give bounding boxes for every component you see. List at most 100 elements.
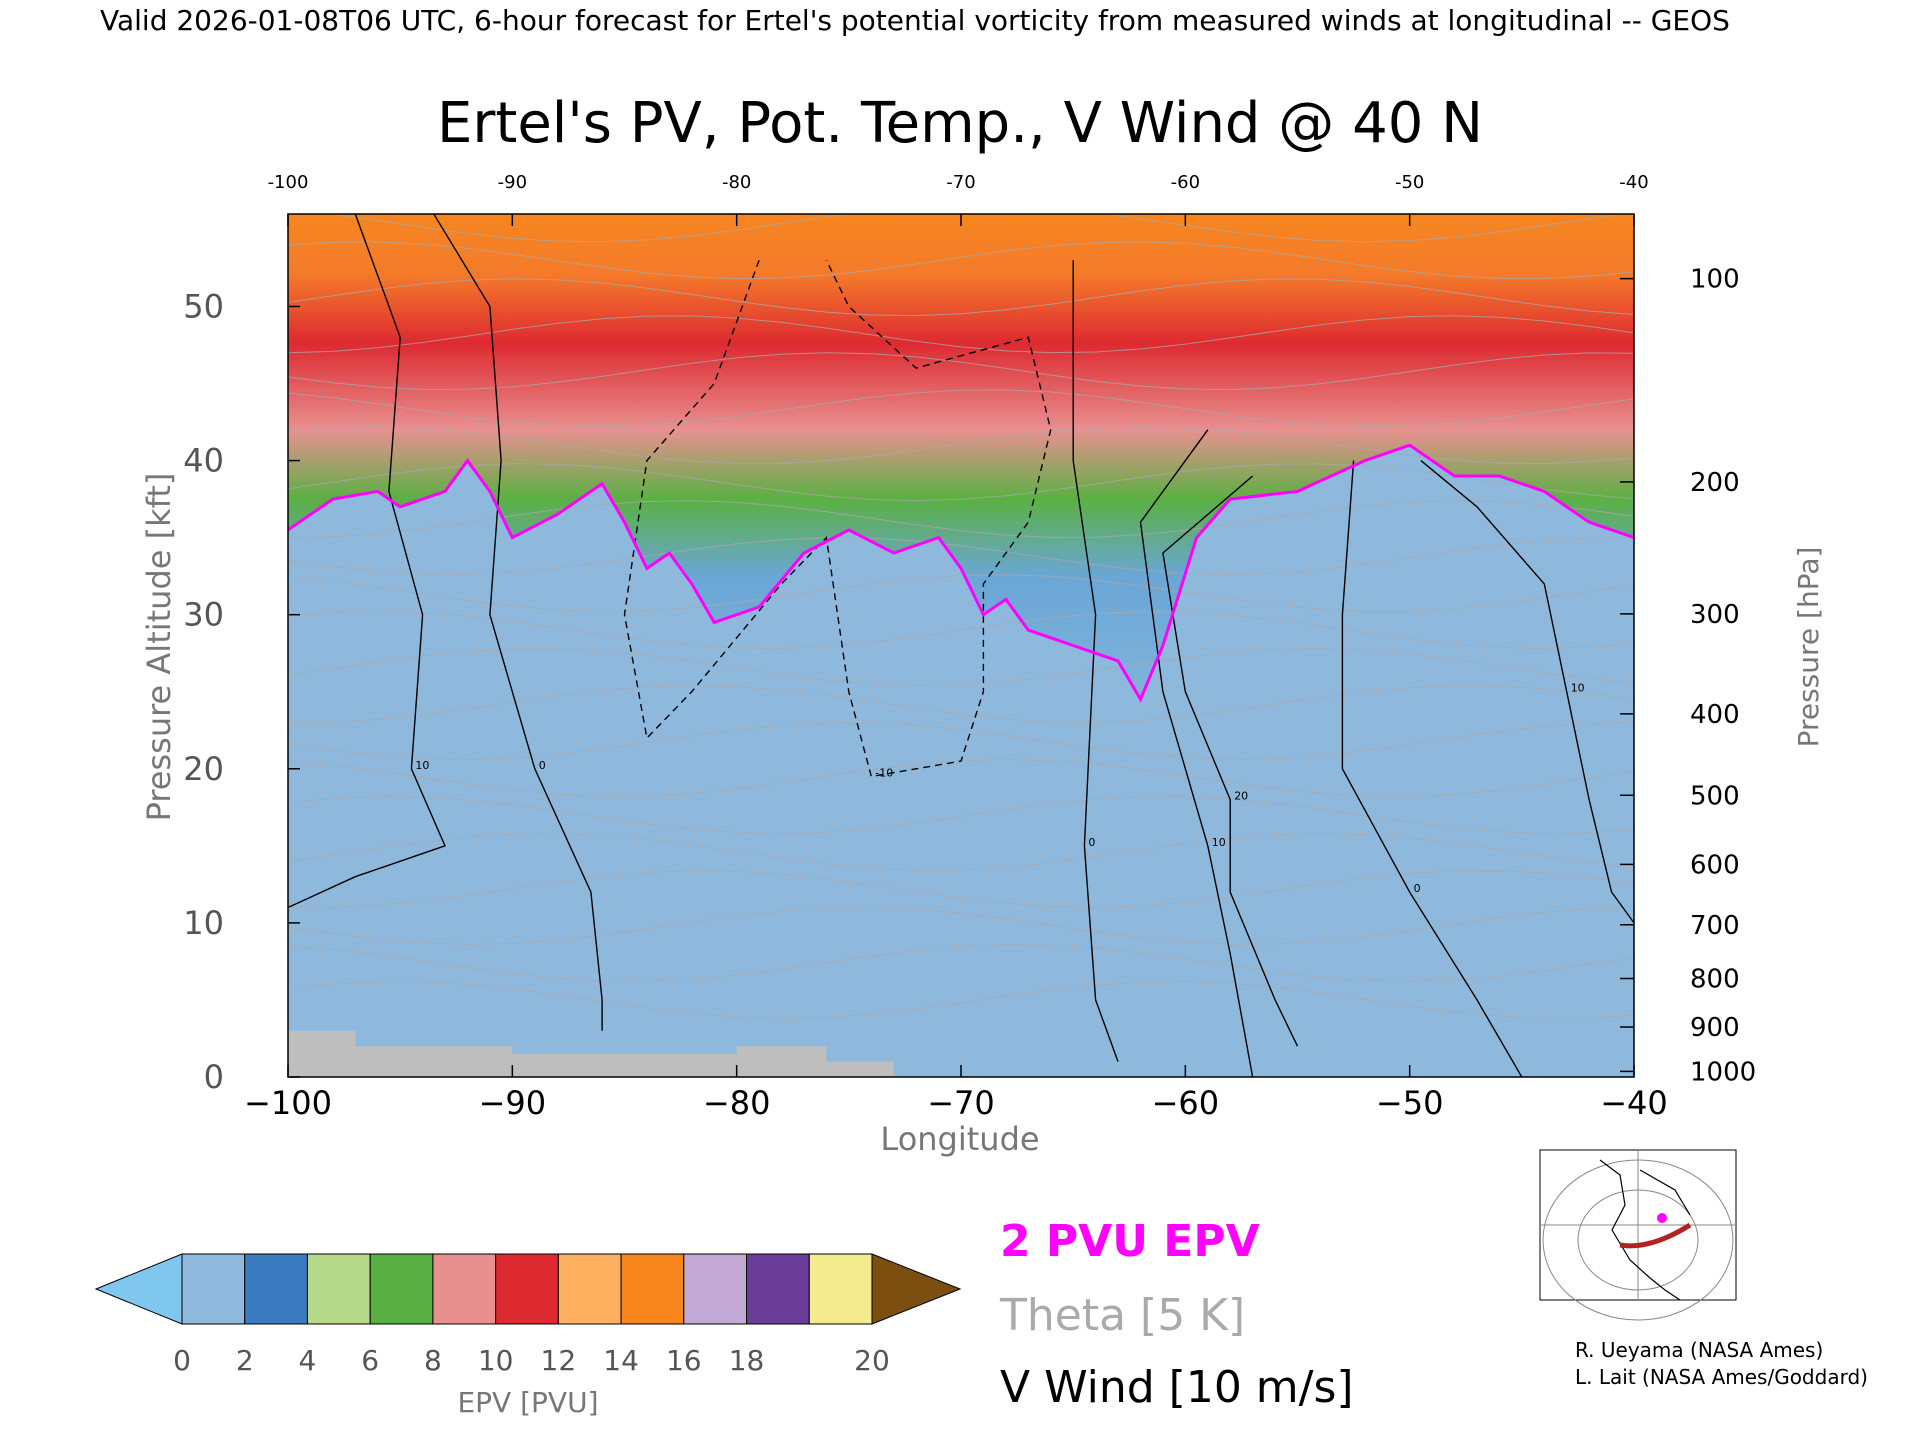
wind-contour-label: 10 — [415, 759, 429, 772]
wind-contour-label: -10 — [875, 766, 893, 779]
theta-line — [288, 685, 1634, 723]
top-tick-label: -80 — [722, 172, 751, 193]
colorbar-tick-label: 6 — [361, 1344, 379, 1377]
x-tick-label: −80 — [703, 1084, 771, 1122]
theta-line — [288, 500, 1634, 539]
theta-line — [288, 832, 1634, 871]
wind-contour — [288, 214, 446, 909]
theta-line — [288, 315, 1634, 354]
y-axis-label: Pressure Altitude [kft] — [140, 473, 178, 822]
y-tick-label: 50 — [183, 287, 224, 325]
colorbar-bin — [181, 1253, 246, 1325]
colorbar-under-arrow — [94, 1253, 183, 1325]
colorbar-bin — [244, 1253, 308, 1325]
theta-line — [288, 574, 1634, 613]
top-tick-label: -40 — [1619, 172, 1648, 193]
wind-contour — [1341, 460, 1523, 1077]
theta-line — [288, 722, 1634, 761]
colorbar-bin — [557, 1253, 622, 1325]
colorbar-bin — [620, 1253, 685, 1325]
locator-map-inset — [1539, 1149, 1737, 1321]
wind-contour-label: 10 — [1212, 836, 1226, 849]
colorbar-tick-label: 8 — [424, 1344, 442, 1377]
credit-line-2: L. Lait (NASA Ames/Goddard) — [1575, 1365, 1868, 1389]
theta-line — [288, 278, 1634, 317]
x-axis-label: Longitude — [880, 1120, 1039, 1158]
wind-contour — [1072, 260, 1119, 1062]
theta-line — [288, 870, 1634, 909]
chart-title: Ertel's PV, Pot. Temp., V Wind @ 40 N — [437, 91, 1483, 156]
colorbar-bin — [808, 1253, 873, 1325]
colorbar-bin — [683, 1253, 748, 1325]
pressure-tick-label: 500 — [1690, 781, 1740, 811]
y-tick-label: 40 — [183, 442, 224, 480]
colorbar-bin — [369, 1253, 434, 1325]
pressure-tick-label: 400 — [1690, 700, 1740, 730]
theta-line — [288, 241, 1634, 280]
colorbar-bin — [432, 1253, 497, 1325]
colorbar-tick-label: 2 — [236, 1344, 254, 1377]
forecast-banner: Valid 2026-01-08T06 UTC, 6-hour forecast… — [100, 4, 1730, 37]
wind-contour-label: 0 — [1414, 882, 1421, 895]
colorbar-tick-label: 14 — [603, 1344, 639, 1377]
theta-line — [288, 980, 1634, 1019]
x-tick-label: −90 — [479, 1084, 547, 1122]
colorbar-tick-label: 12 — [541, 1344, 577, 1377]
theta-line — [288, 426, 1634, 465]
theta-line — [288, 537, 1634, 576]
terrain-mask — [288, 1030, 894, 1077]
theta-line — [288, 352, 1634, 391]
x-axis-ticks: −100 −90 −80 −70 −60 −50 −40 — [244, 1065, 1668, 1122]
top-tick-label: -60 — [1171, 172, 1200, 193]
pressure-tick-label: 600 — [1690, 850, 1740, 880]
colorbar-ticks: 0 2 4 6 8 10 12 14 16 18 20 — [173, 1344, 890, 1377]
y-tick-label: 0 — [204, 1058, 224, 1096]
pressure-tick-label: 100 — [1690, 265, 1740, 295]
theta-line — [327, 214, 1629, 243]
x-tick-label: −50 — [1376, 1084, 1444, 1122]
y-axis-ticks: 0 10 20 30 40 50 — [183, 287, 300, 1096]
theta-line — [288, 796, 1634, 835]
wind-contour — [1139, 429, 1254, 1077]
x-tick-label: −40 — [1600, 1084, 1668, 1122]
pressure-axis-ticks: 100 200 300 400 500 600 700 800 900 1000 — [1620, 265, 1756, 1087]
theta-line — [288, 944, 1634, 982]
x-tick-label: −100 — [244, 1084, 332, 1122]
colorbar-tick-label: 16 — [666, 1344, 702, 1377]
colorbar-over-arrow — [871, 1253, 962, 1325]
credit-line-1: R. Ueyama (NASA Ames) — [1575, 1338, 1823, 1362]
colorbar-tick-label: 4 — [299, 1344, 317, 1377]
pressure-tick-label: 200 — [1690, 468, 1740, 498]
v-wind-contours: 0 10 -10 0 10 20 10 0 — [288, 214, 1634, 1077]
pressure-tick-label: 300 — [1690, 600, 1740, 630]
plot-area: 0 10 -10 0 10 20 10 0 — [287, 213, 1635, 1078]
legend-theta: Theta [5 K] — [999, 1290, 1245, 1341]
colorbar-bin — [746, 1253, 810, 1325]
y-tick-label: 20 — [183, 750, 224, 788]
top-axis-ticks: -100 -90 -80 -70 -60 -50 -40 — [268, 172, 1649, 226]
tropopause-2pvu-line — [288, 443, 1634, 703]
wind-contour-label: 20 — [1234, 790, 1248, 803]
theta-line — [288, 389, 1634, 428]
pressure-tick-label: 700 — [1690, 911, 1740, 941]
wind-contour — [433, 214, 603, 1031]
y-tick-label: 10 — [183, 904, 224, 942]
legend-2pvu: 2 PVU EPV — [1000, 1216, 1260, 1267]
top-tick-label: -50 — [1395, 172, 1424, 193]
wind-contour — [1162, 475, 1299, 1047]
epv-colorbar — [94, 1253, 962, 1325]
theta-line — [288, 648, 1634, 687]
theta-line — [288, 907, 1634, 945]
top-tick-label: -90 — [498, 172, 527, 193]
right-axis-label: Pressure [hPa] — [1792, 547, 1825, 748]
colorbar-tick-label: 20 — [854, 1344, 890, 1377]
pressure-tick-label: 800 — [1690, 965, 1740, 995]
colorbar-label: EPV [PVU] — [457, 1386, 598, 1419]
colorbar-bin — [306, 1253, 371, 1325]
pressure-tick-label: 900 — [1690, 1013, 1740, 1043]
colorbar-bin — [495, 1253, 559, 1325]
colorbar-tick-label: 10 — [478, 1344, 514, 1377]
pressure-tick-label: 1000 — [1690, 1057, 1756, 1087]
wind-contour — [1420, 460, 1634, 924]
